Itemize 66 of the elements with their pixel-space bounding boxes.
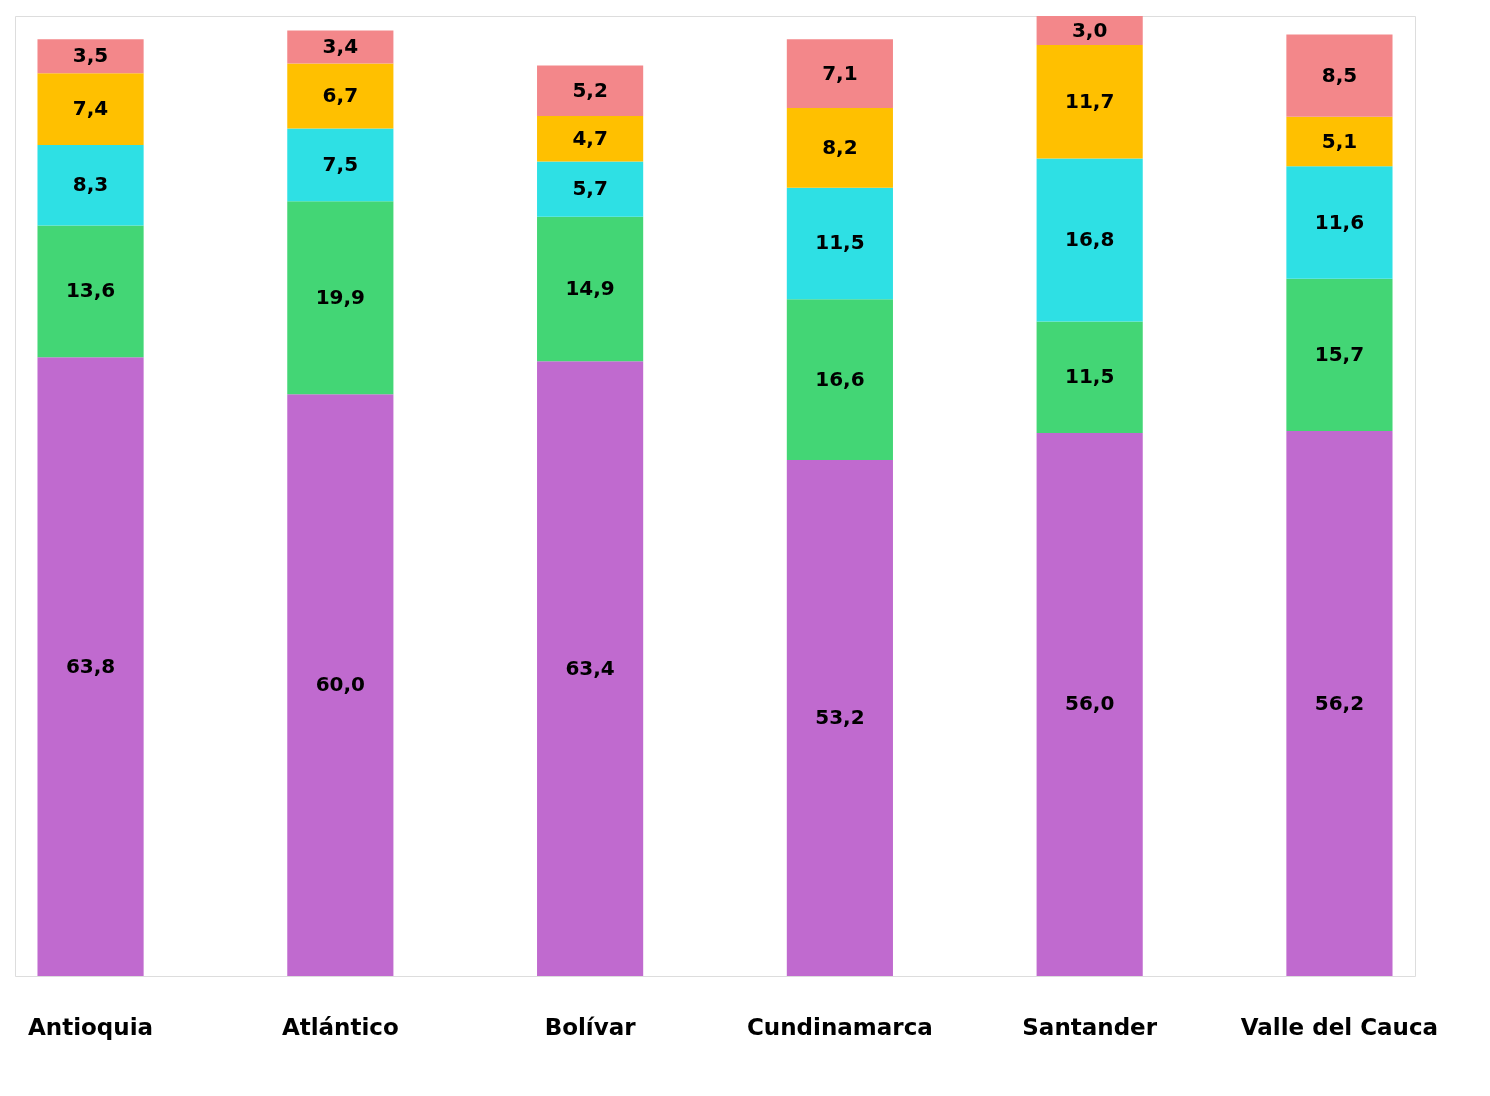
data-label: 56,0 [1064,691,1115,716]
data-label: 16,8 [1064,227,1115,251]
data-label: 14,9 [565,275,615,300]
x-tick-label: Valle del Cauca [1240,1013,1439,1040]
bar [786,460,893,976]
bar [537,216,644,362]
x-tick-label: Cundinamarca [746,1013,933,1040]
data-label: 60,0 [315,672,366,697]
bar [37,225,144,358]
bar [1286,116,1393,167]
data-label: 11,5 [1064,364,1115,389]
data-label: 7,1 [822,60,858,85]
x-tick-label: Antioquia [28,1013,154,1040]
bar [786,299,893,461]
bar [1286,34,1393,117]
data-label: 19,9 [315,284,366,309]
bar [287,128,394,202]
data-label: 4,7 [572,125,608,150]
bar [37,73,144,145]
bar [287,63,394,129]
data-label: 11,7 [1064,88,1115,113]
data-label: 3,5 [72,43,109,68]
data-label: 5,2 [572,77,608,102]
bar [37,39,144,74]
data-label: 11,6 [1314,209,1365,234]
x-tick-label: Atlántico [281,1013,399,1040]
bar [786,187,893,300]
data-label: 5,1 [1321,128,1358,153]
data-label: 16,6 [815,366,865,391]
data-label: 56,2 [1314,690,1365,715]
data-label: 7,5 [322,151,359,176]
bar [287,201,394,395]
data-label: 8,2 [822,134,858,159]
bar [287,30,394,64]
bar [1036,16,1143,46]
bar [537,361,644,976]
bar [1036,432,1143,976]
data-label: 8,5 [1321,62,1358,87]
bar [1286,166,1393,279]
x-tick-label: Bolívar [544,1013,637,1040]
data-label: 63,8 [65,653,116,678]
bar [537,65,644,116]
data-label: 15,7 [1314,341,1365,366]
bar [1036,158,1143,322]
data-label: 11,5 [815,230,865,255]
bar [37,357,144,976]
data-label: 3,4 [322,34,359,59]
data-label: 5,7 [572,176,608,201]
bar [1286,431,1393,976]
bar [786,39,893,109]
data-label: 8,3 [72,172,109,197]
bar [537,161,644,217]
data-label: 7,4 [72,96,109,121]
bar [1036,45,1143,159]
data-label: 63,4 [565,655,615,680]
data-label: 53,2 [815,705,865,730]
data-label: 13,6 [65,278,116,303]
bar [786,108,893,188]
bar [537,115,644,162]
bar [1286,278,1393,432]
bar [37,144,144,226]
data-label: 3,0 [1071,17,1108,42]
bar [287,394,394,976]
x-tick-label: Santander [1022,1013,1158,1040]
bar [1036,321,1143,433]
data-label: 6,7 [322,83,359,107]
